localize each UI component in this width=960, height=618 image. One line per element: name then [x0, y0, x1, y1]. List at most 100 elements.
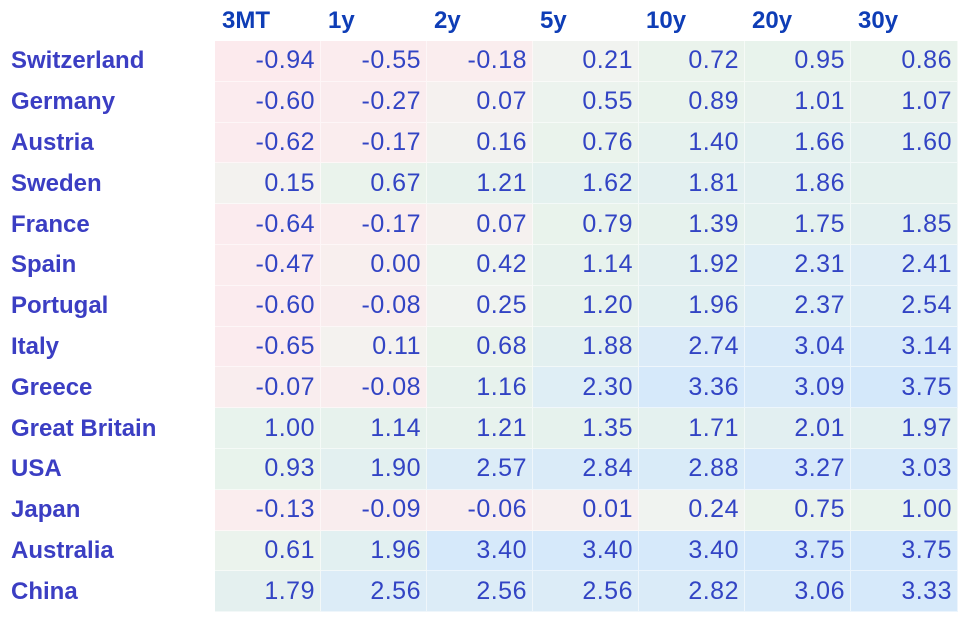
yield-cell: 2.56 — [533, 571, 639, 613]
yield-cell: 1.71 — [639, 408, 745, 449]
yield-cell: -0.09 — [321, 489, 427, 531]
yield-cell: 3.06 — [745, 571, 851, 613]
country-label-spain: Spain — [0, 244, 215, 286]
yield-cell: 0.76 — [533, 122, 639, 164]
country-label-switzerland: Switzerland — [0, 41, 215, 82]
yield-cell: 1.14 — [533, 244, 639, 286]
column-header-20y: 20y — [745, 0, 851, 41]
yield-cell: 0.21 — [533, 41, 639, 82]
yield-cell: 1.97 — [851, 408, 958, 449]
yield-cell: 1.60 — [851, 122, 958, 164]
yield-cell: 1.16 — [427, 367, 533, 409]
yield-cell: -0.17 — [321, 122, 427, 164]
yield-cell: 3.27 — [745, 448, 851, 490]
country-label-greece: Greece — [0, 367, 215, 409]
yield-cell: 1.00 — [851, 489, 958, 531]
country-label-portugal: Portugal — [0, 285, 215, 327]
yield-cell: 0.07 — [427, 81, 533, 123]
yield-cell: 0.16 — [427, 122, 533, 164]
yield-cell: 0.55 — [533, 81, 639, 123]
yield-cell: 3.40 — [533, 530, 639, 572]
corner-cell — [0, 0, 215, 41]
yield-cell: 1.21 — [427, 408, 533, 449]
yield-cell: 3.40 — [639, 530, 745, 572]
yield-cell: 1.90 — [321, 448, 427, 490]
yield-cell: -0.94 — [215, 41, 321, 82]
country-label-sweden: Sweden — [0, 163, 215, 205]
yield-cell: 1.81 — [639, 163, 745, 205]
yield-cell: 3.75 — [745, 530, 851, 572]
yield-cell: 3.75 — [851, 367, 958, 409]
yield-cell: 2.01 — [745, 408, 851, 449]
country-label-usa: USA — [0, 448, 215, 490]
yield-cell: 1.01 — [745, 81, 851, 123]
yield-cell: 0.61 — [215, 530, 321, 572]
yield-cell: 0.11 — [321, 326, 427, 368]
country-label-australia: Australia — [0, 530, 215, 572]
column-header-30y: 30y — [851, 0, 958, 41]
yield-cell: -0.27 — [321, 81, 427, 123]
yield-cell: 0.07 — [427, 204, 533, 245]
yield-cell: -0.06 — [427, 489, 533, 531]
yield-cell: 3.36 — [639, 367, 745, 409]
yield-cell: 0.25 — [427, 285, 533, 327]
yield-cell: 1.35 — [533, 408, 639, 449]
yield-cell: 1.92 — [639, 244, 745, 286]
country-label-china: China — [0, 571, 215, 613]
yield-cell: 3.09 — [745, 367, 851, 409]
country-label-japan: Japan — [0, 489, 215, 531]
yield-cell: -0.18 — [427, 41, 533, 82]
yield-cell: 1.86 — [745, 163, 851, 205]
yield-cell: -0.55 — [321, 41, 427, 82]
yield-cell: 2.54 — [851, 285, 958, 327]
yield-cell: 0.00 — [321, 244, 427, 286]
yield-cell: 3.40 — [427, 530, 533, 572]
yield-cell: 0.68 — [427, 326, 533, 368]
yield-cell: 3.03 — [851, 448, 958, 490]
column-header-10y: 10y — [639, 0, 745, 41]
yield-cell: 1.62 — [533, 163, 639, 205]
yield-cell: 0.72 — [639, 41, 745, 82]
column-header-1y: 1y — [321, 0, 427, 41]
yield-cell: 0.15 — [215, 163, 321, 205]
yield-cell: 2.41 — [851, 244, 958, 286]
column-header-5y: 5y — [533, 0, 639, 41]
yield-cell: 2.74 — [639, 326, 745, 368]
yield-cell: -0.62 — [215, 122, 321, 164]
yield-cell: 0.86 — [851, 41, 958, 82]
yield-cell: -0.60 — [215, 285, 321, 327]
yield-cell: 2.56 — [427, 571, 533, 613]
country-label-france: France — [0, 204, 215, 245]
yield-cell: 2.31 — [745, 244, 851, 286]
yield-cell: 0.01 — [533, 489, 639, 531]
yield-cell: 1.39 — [639, 204, 745, 245]
yield-cell — [851, 163, 958, 205]
column-header-2y: 2y — [427, 0, 533, 41]
yield-cell: -0.65 — [215, 326, 321, 368]
yield-cell: 2.30 — [533, 367, 639, 409]
yield-cell: 2.57 — [427, 448, 533, 490]
yield-cell: 1.20 — [533, 285, 639, 327]
yield-cell: 3.14 — [851, 326, 958, 368]
country-label-germany: Germany — [0, 81, 215, 123]
yield-cell: 2.56 — [321, 571, 427, 613]
yield-cell: -0.17 — [321, 204, 427, 245]
yield-cell: -0.08 — [321, 285, 427, 327]
yield-cell: 3.75 — [851, 530, 958, 572]
yield-cell: -0.07 — [215, 367, 321, 409]
yield-cell: 3.33 — [851, 571, 958, 613]
yield-cell: 1.75 — [745, 204, 851, 245]
yield-cell: 0.75 — [745, 489, 851, 531]
yield-cell: 0.67 — [321, 163, 427, 205]
yield-cell: 2.84 — [533, 448, 639, 490]
yield-cell: -0.47 — [215, 244, 321, 286]
yield-cell: 1.88 — [533, 326, 639, 368]
yield-cell: 1.79 — [215, 571, 321, 613]
yield-cell: 0.42 — [427, 244, 533, 286]
yield-cell: 1.96 — [321, 530, 427, 572]
yield-cell: 0.24 — [639, 489, 745, 531]
country-label-italy: Italy — [0, 326, 215, 368]
yield-cell: -0.60 — [215, 81, 321, 123]
